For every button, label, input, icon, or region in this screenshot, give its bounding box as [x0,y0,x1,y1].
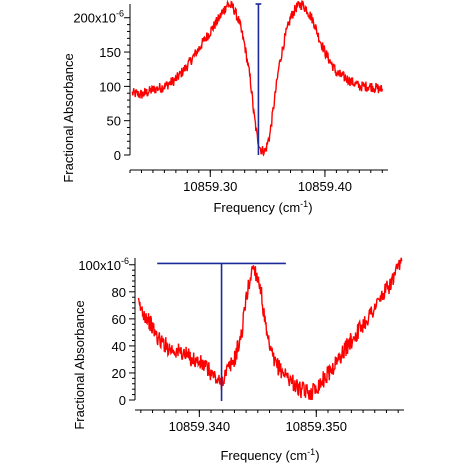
top-absorbance-trace [131,0,383,157]
top-spectrum-panel: 0 50 100 150 200x10-6 10859.30 10859.40 Frequ… [61,0,388,215]
x-tick-label: 10859.40 [298,179,352,194]
y-tick-label: 100 [99,79,121,94]
top-y-axis-title: Fractional Absorbance [61,53,76,182]
x-tick-label: 10859.30 [183,179,237,194]
y-tick-label: 0 [114,148,121,163]
y-tick-label: 40 [112,339,126,354]
y-tick-label: 200x10-6 [73,9,124,26]
bottom-y-ticks: 0 20 40 60 80 100x10-6 [78,256,135,408]
y-tick-label: 100x10-6 [78,256,129,273]
bottom-x-ticks: 10859.340 10859.350 [140,410,399,434]
y-tick-label: 80 [112,285,126,300]
bottom-spectrum-panel: 0 20 40 60 80 100x10-6 10859.340 10859.350 Fre… [72,256,404,463]
bottom-line-position-marker [157,262,286,401]
y-tick-label: 0 [119,393,126,408]
top-line-position-marker [255,3,262,155]
y-tick-label: 50 [107,114,121,129]
top-x-ticks: 10859.30 10859.40 [129,170,383,194]
x-tick-label: 10859.340 [169,419,230,434]
bottom-absorbance-trace [137,257,403,401]
bottom-plot-area [137,257,403,401]
bottom-x-axis-title: Frequency (cm-1) [220,447,319,463]
top-y-ticks: 0 50 100 150 200x10-6 [73,9,130,163]
top-plot-area [131,0,383,157]
top-x-axis-title: Frequency (cm-1) [213,199,312,215]
bottom-y-axis-title: Fractional Absorbance [72,300,87,429]
y-tick-label: 150 [99,45,121,60]
y-tick-label: 20 [112,366,126,381]
y-tick-label: 60 [112,312,126,327]
x-tick-label: 10859.350 [286,419,347,434]
